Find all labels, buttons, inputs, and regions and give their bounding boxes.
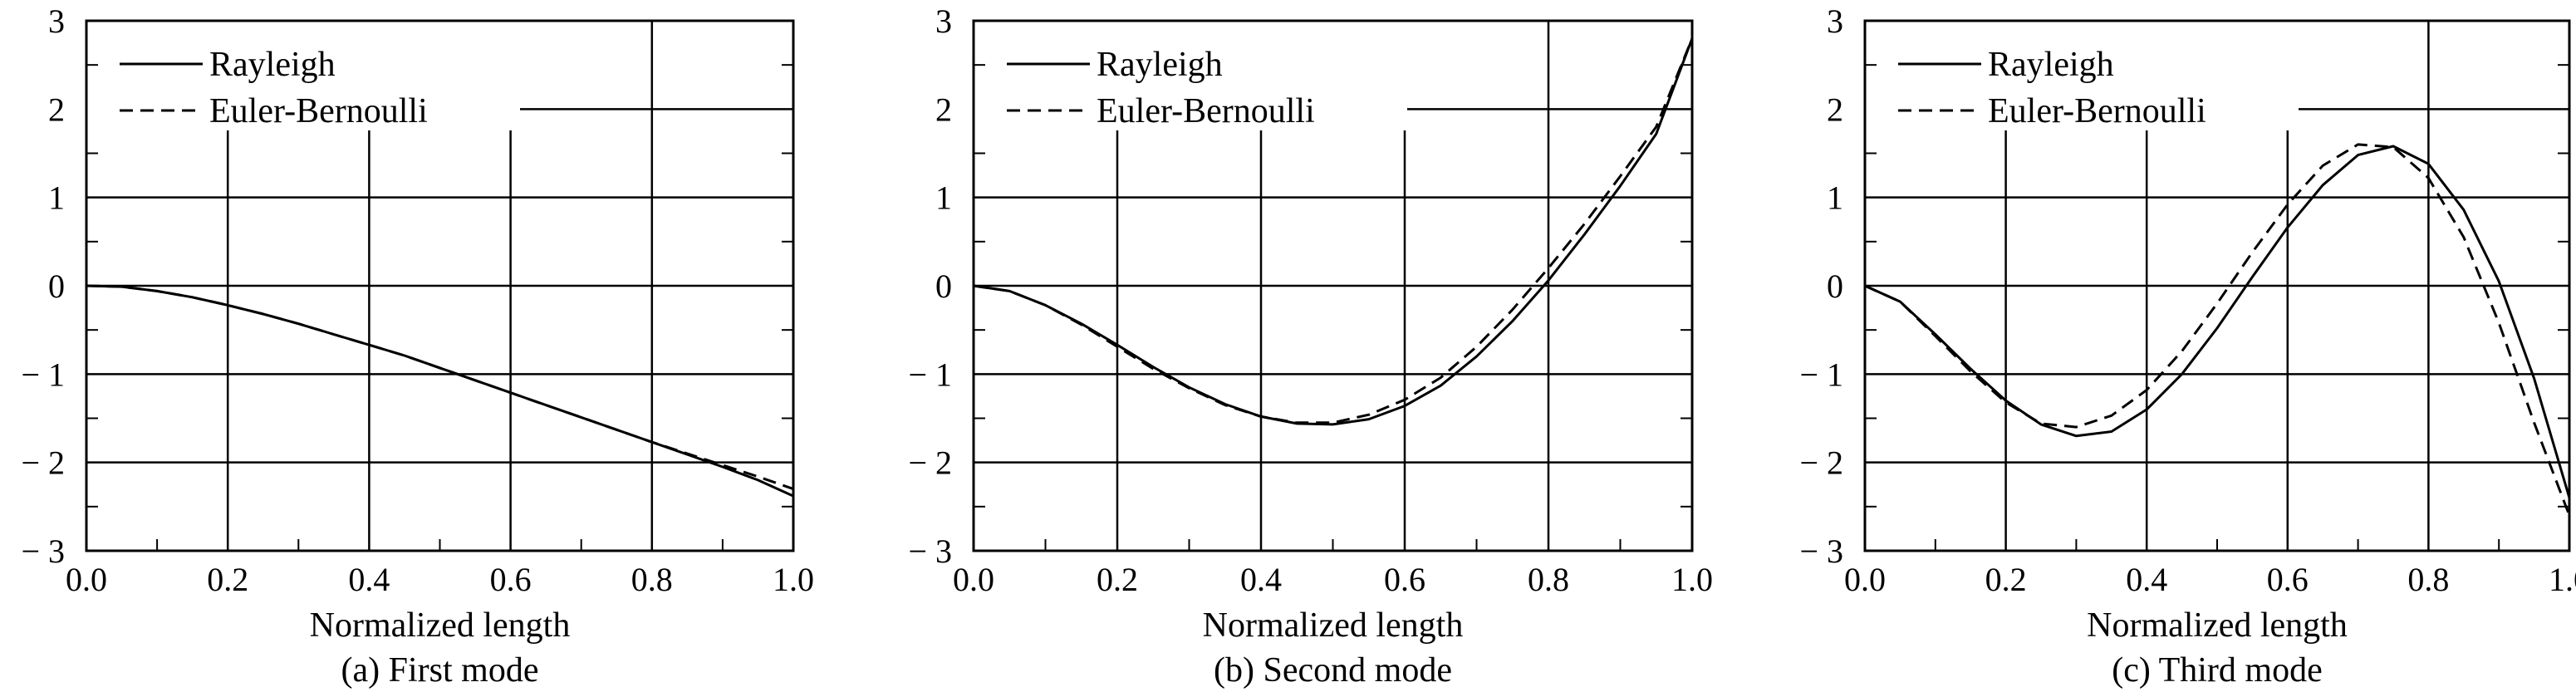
x-tick-label: 0.6	[490, 561, 532, 598]
x-tick-label: 0.6	[1384, 561, 1425, 598]
x-tick-label: 0.4	[2126, 561, 2167, 598]
panel-caption: (a) First mode	[341, 651, 539, 690]
y-tick-label: − 1	[1799, 356, 1843, 393]
y-tick-label: − 1	[21, 356, 65, 393]
panel-caption: (b) Second mode	[1214, 651, 1452, 690]
y-tick-label: 1	[48, 179, 65, 217]
y-tick-label: 3	[935, 2, 952, 40]
x-tick-label: 0.0	[953, 561, 994, 598]
y-tick-label: 1	[1827, 179, 1843, 217]
y-tick-label: − 3	[908, 532, 952, 570]
x-tick-label: 1.0	[773, 561, 814, 598]
y-tick-label: − 3	[1799, 532, 1843, 570]
x-tick-label: 0.6	[2267, 561, 2309, 598]
x-tick-label: 0.0	[66, 561, 107, 598]
series-line-rayleigh	[1864, 145, 2571, 498]
x-axis-label: Normalized length	[2087, 606, 2348, 645]
legend-label-1: Rayleigh	[209, 46, 336, 84]
y-tick-label: 1	[935, 179, 952, 217]
x-tick-label: 0.4	[1240, 561, 1282, 598]
y-tick-label: 2	[1827, 91, 1843, 128]
y-tick-label: 0	[48, 267, 65, 305]
series-line-rayleigh	[86, 284, 794, 498]
series-line-euler-bernoulli	[86, 284, 794, 491]
legend-label-2: Euler-Bernoulli	[209, 92, 428, 130]
chart-panel-3: Rayleigh Euler-Bernoulli 0.0 0.2 0.4 0.6 0.8 1.…	[1799, 2, 2576, 690]
x-tick-label: 0.8	[2407, 561, 2449, 598]
x-tick-label: 0.4	[348, 561, 390, 598]
series-line-rayleigh	[973, 37, 1694, 426]
legend-label-2: Euler-Bernoulli	[1097, 92, 1315, 130]
chart-panel-1: Rayleigh Euler-Bernoulli 0.0 0.2 0.4 0.6 0.8 1.…	[21, 2, 814, 690]
y-tick-label: 0	[935, 267, 952, 305]
chart-panel-2: Rayleigh Euler-Bernoulli 0.0 0.2 0.4 0.6 0.8 1.…	[908, 2, 1713, 690]
x-axis-label: Normalized length	[310, 606, 571, 645]
y-tick-label: − 2	[1799, 444, 1843, 482]
legend: Rayleigh Euler-Bernoulli	[1007, 46, 1315, 130]
y-tick-label: 2	[935, 91, 952, 128]
legend-label-1: Rayleigh	[1988, 46, 2114, 84]
y-tick-label: 0	[1827, 267, 1843, 305]
x-axis-label: Normalized length	[1203, 606, 1464, 645]
x-tick-label: 0.8	[631, 561, 673, 598]
x-tick-label: 0.2	[1097, 561, 1138, 598]
panel-caption: (c) Third mode	[2112, 651, 2322, 690]
legend: Rayleigh Euler-Bernoulli	[120, 46, 428, 130]
x-tick-label: 1.0	[1671, 561, 1713, 598]
series-line-euler-bernoulli	[1864, 143, 2571, 517]
y-tick-label: 2	[48, 91, 65, 128]
y-tick-label: − 3	[21, 532, 65, 570]
legend: Rayleigh Euler-Bernoulli	[1898, 46, 2206, 130]
x-tick-label: 0.8	[1528, 561, 1569, 598]
y-tick-label: − 1	[908, 356, 952, 393]
x-tick-label: 0.0	[1844, 561, 1886, 598]
y-tick-label: 3	[48, 2, 65, 40]
series-line-euler-bernoulli	[973, 37, 1694, 425]
legend-label-2: Euler-Bernoulli	[1988, 92, 2206, 130]
x-tick-label: 1.0	[2549, 561, 2576, 598]
legend-label-1: Rayleigh	[1097, 46, 1223, 84]
y-tick-label: − 2	[908, 444, 952, 482]
x-tick-label: 0.2	[207, 561, 248, 598]
y-tick-label: − 2	[21, 444, 65, 482]
x-tick-label: 0.2	[1985, 561, 2027, 598]
y-tick-label: 3	[1827, 2, 1843, 40]
